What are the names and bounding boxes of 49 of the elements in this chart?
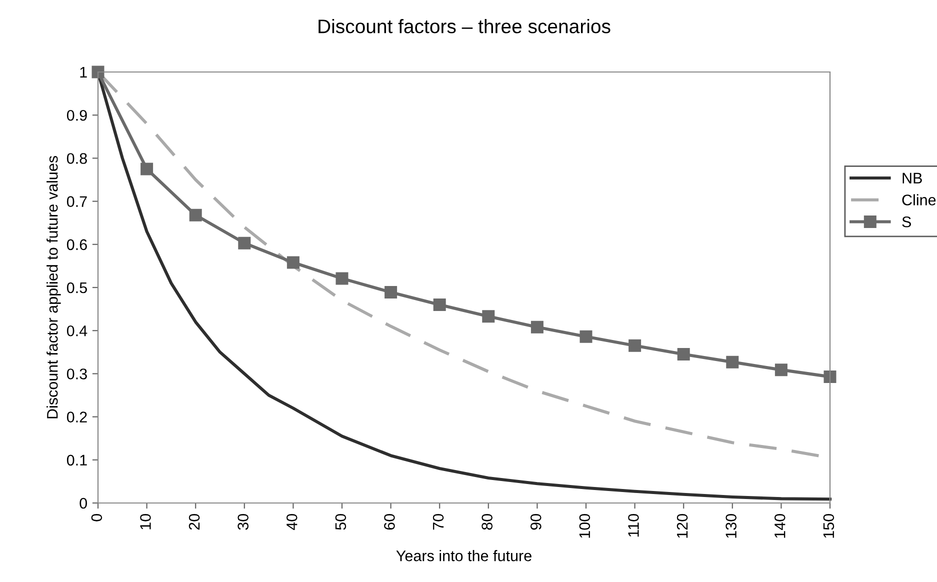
legend-label: S bbox=[902, 216, 911, 228]
point bbox=[336, 272, 348, 285]
x-axis-title: Years into the future bbox=[396, 550, 532, 562]
y-tick-label: 0.7 bbox=[66, 196, 87, 207]
point bbox=[726, 356, 739, 368]
point bbox=[286, 256, 300, 269]
y-tick-label: 0.4 bbox=[66, 325, 88, 336]
x-tick-label: 0 bbox=[91, 514, 102, 522]
x-tick-label: 60 bbox=[384, 514, 395, 530]
point bbox=[580, 330, 592, 343]
y-tick-label: 0.9 bbox=[66, 110, 87, 121]
x-tick-label: 40 bbox=[286, 514, 298, 530]
point bbox=[433, 298, 446, 311]
y-tick-label: 0 bbox=[80, 498, 87, 509]
point bbox=[92, 66, 104, 78]
x-tick-label: 70 bbox=[432, 514, 444, 530]
point bbox=[482, 310, 495, 323]
x-tick-label: 90 bbox=[530, 514, 542, 530]
y-axis-title: Discount factor applied to future values bbox=[46, 156, 61, 418]
x-tick-label: 130 bbox=[726, 514, 736, 538]
x-tick-label: 100 bbox=[579, 514, 590, 538]
y-tick-label: 0.1 bbox=[66, 454, 87, 466]
legend-label: NB bbox=[902, 172, 922, 184]
x-tick-label: 120 bbox=[676, 514, 688, 538]
y-tick-label: 1 bbox=[80, 67, 87, 78]
x-tick-label: 150 bbox=[823, 514, 834, 538]
point bbox=[238, 236, 251, 250]
point bbox=[140, 162, 154, 176]
point bbox=[384, 286, 398, 298]
point bbox=[189, 208, 202, 222]
y-tick-label: 0.3 bbox=[66, 368, 87, 380]
x-tick-label: 20 bbox=[188, 514, 200, 530]
y-tick-label: 0.5 bbox=[66, 282, 87, 294]
point bbox=[824, 370, 836, 383]
y-tick-label: 0.2 bbox=[66, 412, 87, 422]
point bbox=[677, 348, 690, 361]
legend-label: Cline bbox=[902, 194, 936, 206]
x-tick-label: 110 bbox=[628, 514, 639, 537]
x-tick-label: 80 bbox=[482, 514, 492, 530]
chart-title: Discount factors – three scenarios bbox=[318, 19, 610, 34]
point bbox=[628, 339, 642, 352]
y-tick-label: 0.6 bbox=[66, 239, 87, 250]
x-tick-label: 140 bbox=[774, 514, 786, 538]
x-tick-label: 30 bbox=[238, 514, 248, 530]
point bbox=[530, 320, 544, 334]
x-tick-label: 10 bbox=[140, 514, 151, 530]
y-tick-label: 0.8 bbox=[66, 153, 87, 164]
x-tick-label: 50 bbox=[335, 514, 346, 530]
point bbox=[774, 364, 788, 376]
